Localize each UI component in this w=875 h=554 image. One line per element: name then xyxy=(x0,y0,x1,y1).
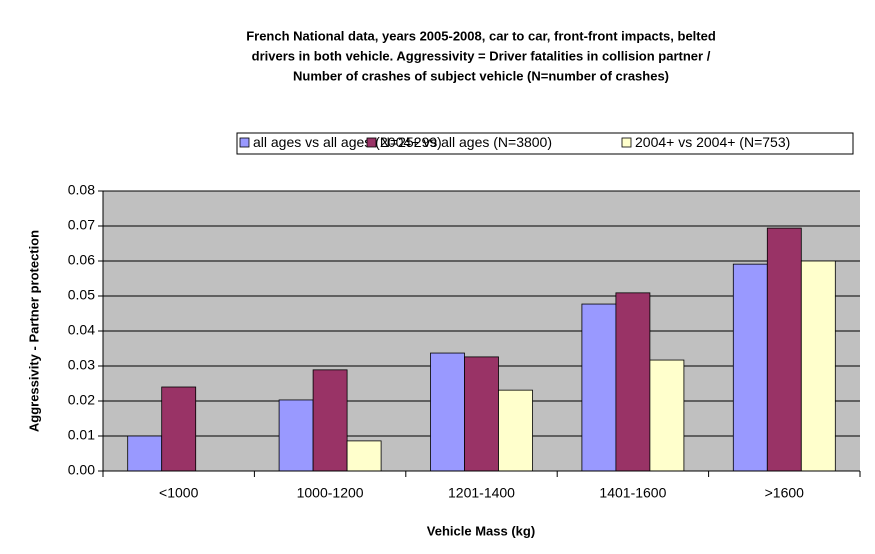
bar xyxy=(732,263,768,472)
bar xyxy=(464,356,499,472)
x-tick-label: >1600 xyxy=(765,485,805,501)
y-tick-label: 0.07 xyxy=(68,217,95,233)
y-axis-label: Aggressivity - Partner protection xyxy=(26,230,41,432)
y-tick-label: 0.02 xyxy=(68,392,95,408)
bar xyxy=(346,440,382,472)
bar xyxy=(581,303,617,472)
bar xyxy=(800,260,836,472)
chart-title: Number of crashes of subject vehicle (N=… xyxy=(293,68,669,83)
legend-label: 2004+ vs all ages (N=3800) xyxy=(380,134,552,150)
x-axis-label: Vehicle Mass (kg) xyxy=(427,523,535,538)
legend-label: 2004+ vs 2004+ (N=753) xyxy=(635,134,790,150)
x-tick-label: 1401-1600 xyxy=(599,485,666,501)
bar xyxy=(127,435,163,472)
y-tick-label: 0.08 xyxy=(68,182,95,198)
bar xyxy=(278,399,314,472)
y-tick-label: 0.03 xyxy=(68,357,95,373)
x-tick-label: <1000 xyxy=(159,485,199,501)
bar xyxy=(649,359,685,472)
bar xyxy=(312,369,348,472)
bar xyxy=(498,389,533,472)
legend-swatch xyxy=(239,137,250,148)
legend-swatch xyxy=(621,137,632,148)
y-tick-label: 0.06 xyxy=(68,252,95,268)
chart-title: French National data, years 2005-2008, c… xyxy=(246,28,716,43)
bar xyxy=(615,292,651,472)
bar xyxy=(766,227,802,472)
legend-label: all ages vs all ages (N=25299) xyxy=(253,134,442,150)
x-tick-label: 1201-1400 xyxy=(448,485,515,501)
chart-title: drivers in both vehicle. Aggressivity = … xyxy=(252,48,711,63)
y-tick-label: 0.04 xyxy=(68,322,95,338)
bar xyxy=(161,386,197,472)
legend xyxy=(236,132,854,155)
y-tick-label: 0.05 xyxy=(68,287,95,303)
y-tick-label: 0.01 xyxy=(68,427,95,443)
legend-swatch xyxy=(366,137,377,148)
x-tick-label: 1000-1200 xyxy=(297,485,364,501)
y-tick-label: 0.00 xyxy=(68,462,95,478)
bar xyxy=(430,352,465,472)
